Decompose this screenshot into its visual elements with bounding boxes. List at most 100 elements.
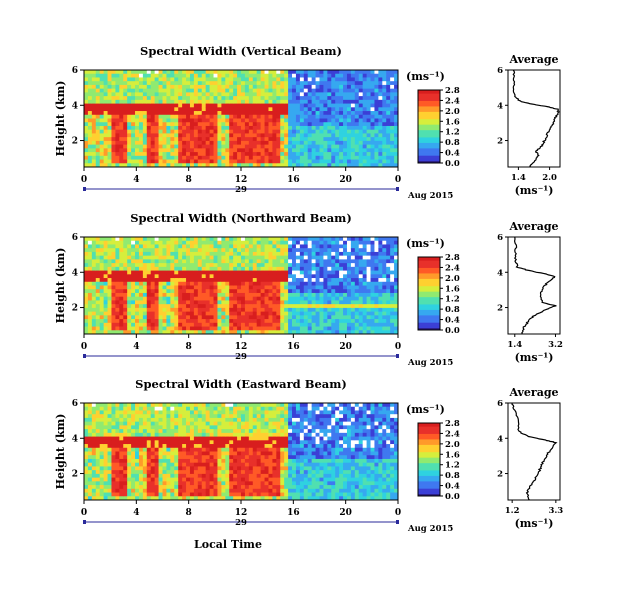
heatmap-cell [268,92,273,97]
heatmap-cell [186,307,191,313]
heatmap-cell [170,274,175,279]
heatmap-cell [193,107,199,112]
heatmap-cell [260,266,265,271]
heatmap-cell [370,122,375,127]
heatmap-cell [260,281,265,286]
heatmap-cell [174,270,179,275]
heatmap-cell [115,133,120,138]
heatmap-cell [323,251,328,257]
heatmap-cell [233,107,238,112]
colorbar-segment [418,264,440,267]
heatmap-cell [378,263,383,268]
heatmap-cell [197,237,203,242]
heatmap-cell [221,322,226,327]
heatmap-cell [135,140,140,146]
heatmap-cell [382,266,387,271]
heatmap-cell [335,274,340,279]
heatmap-cell [131,485,136,490]
heatmap-cell [127,319,132,324]
heatmap-cell [135,304,140,309]
colorbar-segment [418,135,440,138]
heatmap-cell [174,107,179,112]
heatmap-cell [244,155,250,160]
heatmap-cell [319,307,324,313]
heatmap-cell [103,114,108,119]
heatmap-cell [138,292,144,298]
heatmap-cell [99,73,105,78]
heatmap-cell [201,84,207,90]
heatmap-cell [170,88,175,93]
heatmap-cell [382,240,387,245]
heatmap-cell [107,425,112,430]
heatmap-cell [292,244,297,249]
heatmap-cell [327,292,332,298]
heatmap-cell [131,77,136,82]
heatmap-cell [138,248,144,253]
heatmap-cell [366,148,371,153]
heatmap-cell [252,122,258,127]
heatmap-cell [260,137,265,142]
panel-title: Spectral Width (Vertical Beam) [140,44,342,58]
heatmap-cell [288,99,293,104]
heatmap-cell [170,133,175,138]
heatmap-cell [307,129,313,134]
heatmap-cell [244,285,250,290]
heatmap-cell [103,492,108,497]
heatmap-cell [268,248,273,253]
heatmap-cell [138,140,144,146]
heatmap-cell [252,111,258,116]
heatmap-cell [205,148,211,153]
heatmap-cell [162,259,167,264]
heatmap-cell [284,84,289,90]
heatmap-cell [233,322,238,327]
heatmap-cell [343,240,348,245]
heatmap-cell [229,248,234,253]
heatmap-cell [99,322,105,327]
heatmap-cell [225,129,230,134]
heatmap-cell [162,140,167,146]
heatmap-cell [154,270,159,275]
heatmap-cell [394,289,399,294]
heatmap-cell [319,237,324,242]
heatmap-cell [288,270,293,275]
heatmap-cell [123,414,128,419]
heatmap-cell [103,414,108,419]
heatmap-cell [268,285,273,290]
heatmap-cell [107,114,112,119]
heatmap-cell [205,125,211,131]
heatmap-cell [127,77,132,82]
heatmap-cell [229,107,234,112]
colorbar-segment [418,95,440,98]
heatmap-cell [268,300,273,305]
heatmap-cell [178,319,183,324]
heatmap-cell [138,103,144,108]
heatmap-cell [162,292,167,298]
heatmap-cell [256,133,262,138]
heatmap-cell [237,96,242,101]
heatmap-cell [146,244,152,249]
heatmap-cell [119,311,124,316]
heatmap-cell [256,122,262,127]
colorbar-tick-label: 0.4 [445,316,460,326]
heatmap-cell [213,133,218,138]
heatmap-cell [193,259,199,264]
heatmap-cell [197,137,203,142]
heatmap-cell [115,88,120,93]
heatmap-cell [119,466,124,471]
heatmap-cell [154,462,159,467]
heatmap-cell [166,414,171,419]
heatmap-cell [374,107,379,112]
heatmap-cell [370,248,375,253]
heatmap-cell [186,263,191,268]
heatmap-cell [95,274,101,279]
heatmap-cell [115,155,120,160]
heatmap-cell [323,122,328,127]
heatmap-cell [252,88,258,93]
heatmap-cell [229,88,234,93]
heatmap-cell [162,296,167,301]
heatmap-cell [358,77,364,82]
heatmap-cell [178,285,183,290]
heatmap-cell [182,107,187,112]
heatmap-cell [307,237,313,242]
heatmap-cell [154,103,159,108]
